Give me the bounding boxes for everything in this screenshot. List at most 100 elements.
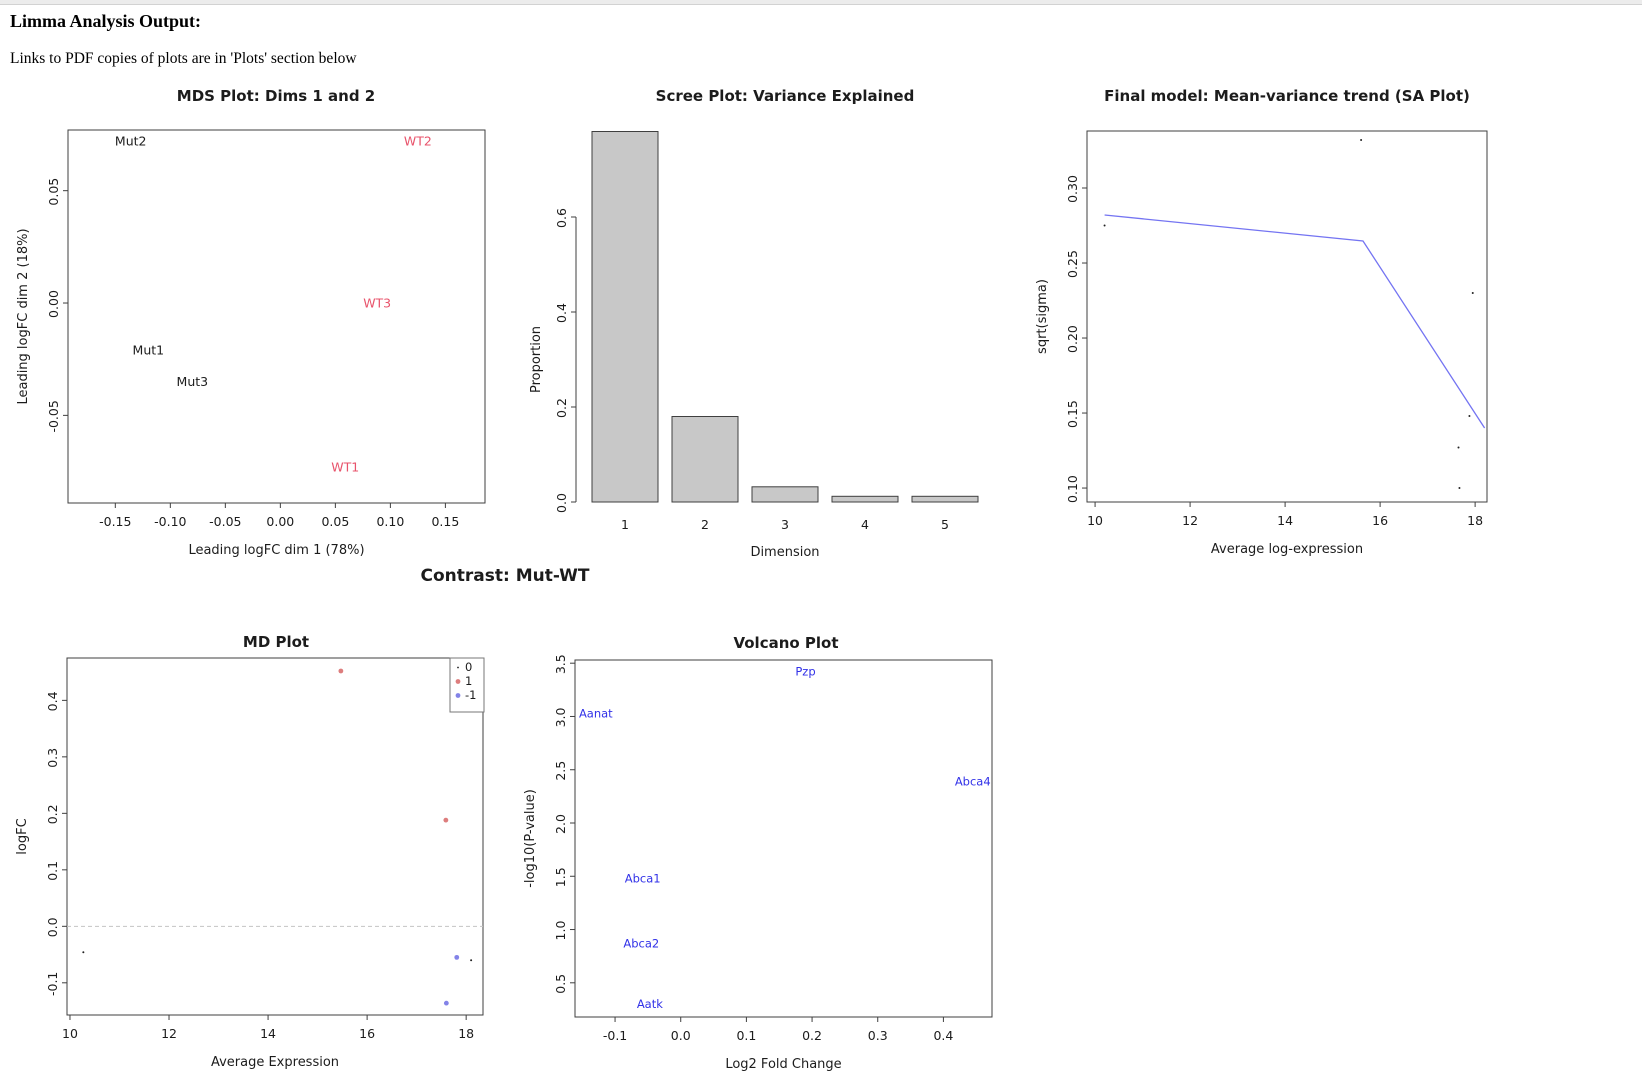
svg-text:0.15: 0.15: [431, 514, 459, 529]
svg-text:0.05: 0.05: [46, 178, 61, 206]
svg-text:-0.1: -0.1: [45, 972, 60, 996]
svg-text:0.2: 0.2: [802, 1028, 822, 1043]
page-title: Limma Analysis Output:: [10, 11, 202, 31]
svg-text:-1: -1: [465, 688, 476, 702]
svg-text:14: 14: [1277, 513, 1293, 528]
svg-text:0.2: 0.2: [45, 804, 60, 824]
svg-text:0.0: 0.0: [671, 1028, 691, 1043]
svg-text:0.20: 0.20: [1065, 325, 1080, 353]
svg-text:0.00: 0.00: [46, 290, 61, 318]
volcano-axes: [570, 659, 993, 1022]
sa-axis-labels: 10 12 14 16 18 0.10 0.15 0.20 0.25 0.30 Average lo…: [1035, 175, 1483, 557]
svg-text:12: 12: [161, 1026, 177, 1041]
svg-text:0.4: 0.4: [554, 303, 569, 323]
svg-text:0.0: 0.0: [45, 917, 60, 937]
svg-text:Average log-expression: Average log-expression: [1211, 542, 1363, 557]
mds-axis-labels: -0.15 -0.10 -0.05 0.00 0.05 0.10 0.15 -0.05 0.00…: [16, 178, 459, 558]
svg-text:-0.10: -0.10: [154, 514, 186, 529]
svg-text:sqrt(sigma): sqrt(sigma): [1035, 279, 1050, 354]
svg-text:1: 1: [465, 674, 472, 688]
svg-text:Abca4: Abca4: [955, 774, 991, 788]
svg-text:Mut3: Mut3: [177, 374, 209, 389]
volcano-plot-figure: -0.1 0.0 0.1 0.2 0.3 0.4 0.5 1.0 1.5 2.0 2.5 3.0 3.5…: [510, 600, 1010, 1085]
svg-text:0.5: 0.5: [553, 974, 568, 994]
mds-axes: [63, 129, 486, 508]
md-plot-svg: 10 12 14 16 18 -0.1 0.0 0.1 0.2 0.3 0.4 Average Exp…: [15, 633, 485, 1070]
svg-text:2: 2: [701, 517, 709, 532]
svg-text:-0.05: -0.05: [209, 514, 241, 529]
svg-text:Final model: Mean-variance tre: Final model: Mean-variance trend (SA Plo…: [1104, 87, 1470, 105]
page-top-strip: [0, 0, 1642, 5]
svg-text:14: 14: [260, 1026, 276, 1041]
svg-text:Proportion: Proportion: [529, 326, 544, 393]
svg-text:0.3: 0.3: [45, 748, 60, 768]
svg-text:16: 16: [1372, 513, 1388, 528]
svg-text:16: 16: [359, 1026, 375, 1041]
svg-text:10: 10: [62, 1026, 78, 1041]
svg-text:18: 18: [1467, 513, 1483, 528]
svg-text:Scree Plot: Variance Explained: Scree Plot: Variance Explained: [656, 87, 915, 105]
svg-text:-log10(P-value): -log10(P-value): [523, 789, 538, 888]
svg-text:Abca1: Abca1: [625, 871, 661, 885]
svg-text:0.2: 0.2: [554, 398, 569, 418]
svg-text:0.0: 0.0: [554, 493, 569, 513]
svg-text:0.10: 0.10: [376, 514, 404, 529]
scree-axis-labels: 0.0 0.2 0.4 0.6 1 2 3 4 5 Dimension Proportion: [529, 208, 949, 560]
svg-text:1: 1: [621, 517, 629, 532]
svg-text:4: 4: [861, 517, 869, 532]
svg-text:18: 18: [458, 1026, 474, 1041]
svg-text:WT2: WT2: [404, 134, 432, 149]
svg-text:Aanat: Aanat: [579, 706, 613, 720]
svg-text:WT3: WT3: [363, 296, 391, 311]
sa-points: [1103, 139, 1474, 490]
volcano-plot-svg: -0.1 0.0 0.1 0.2 0.3 0.4 0.5 1.0 1.5 2.0 2.5 3.0 3.5…: [523, 634, 993, 1072]
svg-text:10: 10: [1087, 513, 1103, 528]
svg-text:0.4: 0.4: [933, 1028, 953, 1043]
svg-text:3.5: 3.5: [553, 654, 568, 674]
svg-text:0.15: 0.15: [1065, 400, 1080, 428]
svg-text:0.30: 0.30: [1065, 175, 1080, 203]
svg-text:0.1: 0.1: [45, 861, 60, 881]
svg-text:5: 5: [941, 517, 949, 532]
svg-text:12: 12: [1182, 513, 1198, 528]
svg-text:MDS Plot: Dims 1 and 2: MDS Plot: Dims 1 and 2: [177, 87, 375, 105]
volcano-axis-labels: -0.1 0.0 0.1 0.2 0.3 0.4 0.5 1.0 1.5 2.0 2.5 3.0 3.5…: [523, 654, 953, 1072]
mds-plot-svg: -0.15 -0.10 -0.05 0.00 0.05 0.10 0.15 -0.05 0.00…: [16, 87, 486, 558]
sa-axes: [1082, 130, 1488, 507]
mds-sample-labels: Mut2 WT2 WT3 Mut1 Mut3 WT1: [115, 134, 432, 475]
svg-text:WT1: WT1: [331, 460, 359, 475]
svg-text:0.25: 0.25: [1065, 250, 1080, 278]
volcano-gene-labels: Pzp Aanat Abca4 Abca1 Abca2 Aatk: [579, 665, 991, 1011]
svg-text:3.0: 3.0: [553, 707, 568, 727]
svg-text:logFC: logFC: [15, 818, 30, 854]
svg-text:3: 3: [781, 517, 789, 532]
svg-text:Abca2: Abca2: [623, 936, 659, 950]
svg-text:Average Expression: Average Expression: [211, 1055, 339, 1070]
svg-text:2.0: 2.0: [553, 814, 568, 834]
svg-text:2.5: 2.5: [553, 761, 568, 781]
md-plot-figure: 10 12 14 16 18 -0.1 0.0 0.1 0.2 0.3 0.4 Average Exp…: [0, 600, 520, 1085]
svg-text:-0.05: -0.05: [46, 400, 61, 432]
md-points: [82, 668, 473, 1006]
svg-text:-0.15: -0.15: [99, 514, 131, 529]
svg-text:0.4: 0.4: [45, 691, 60, 711]
scree-axes: [571, 216, 577, 503]
scree-plot-figure: 0.0 0.2 0.4 0.6 1 2 3 4 5 Dimension Proportion Scre…: [520, 85, 1010, 570]
svg-text:0.05: 0.05: [321, 514, 349, 529]
svg-text:Log2 Fold Change: Log2 Fold Change: [725, 1057, 841, 1072]
svg-text:Dimension: Dimension: [750, 545, 819, 560]
md-legend: 01-1: [449, 657, 485, 713]
svg-text:1.5: 1.5: [553, 867, 568, 887]
svg-text:Mut1: Mut1: [133, 343, 165, 358]
svg-text:-0.1: -0.1: [603, 1028, 627, 1043]
svg-text:0.10: 0.10: [1065, 475, 1080, 503]
scree-bars: [591, 131, 979, 503]
svg-text:Leading logFC dim 2 (18%): Leading logFC dim 2 (18%): [16, 228, 31, 404]
svg-text:0.3: 0.3: [868, 1028, 888, 1043]
svg-text:0.1: 0.1: [736, 1028, 756, 1043]
page-subtitle: Links to PDF copies of plots are in 'Plo…: [10, 50, 357, 67]
svg-text:Leading logFC dim 1 (78%): Leading logFC dim 1 (78%): [188, 543, 364, 558]
sa-plot-svg: 10 12 14 16 18 0.10 0.15 0.20 0.25 0.30 Average lo…: [1035, 87, 1488, 557]
md-axis-labels: 10 12 14 16 18 -0.1 0.0 0.1 0.2 0.3 0.4 Average Exp…: [15, 691, 474, 1070]
